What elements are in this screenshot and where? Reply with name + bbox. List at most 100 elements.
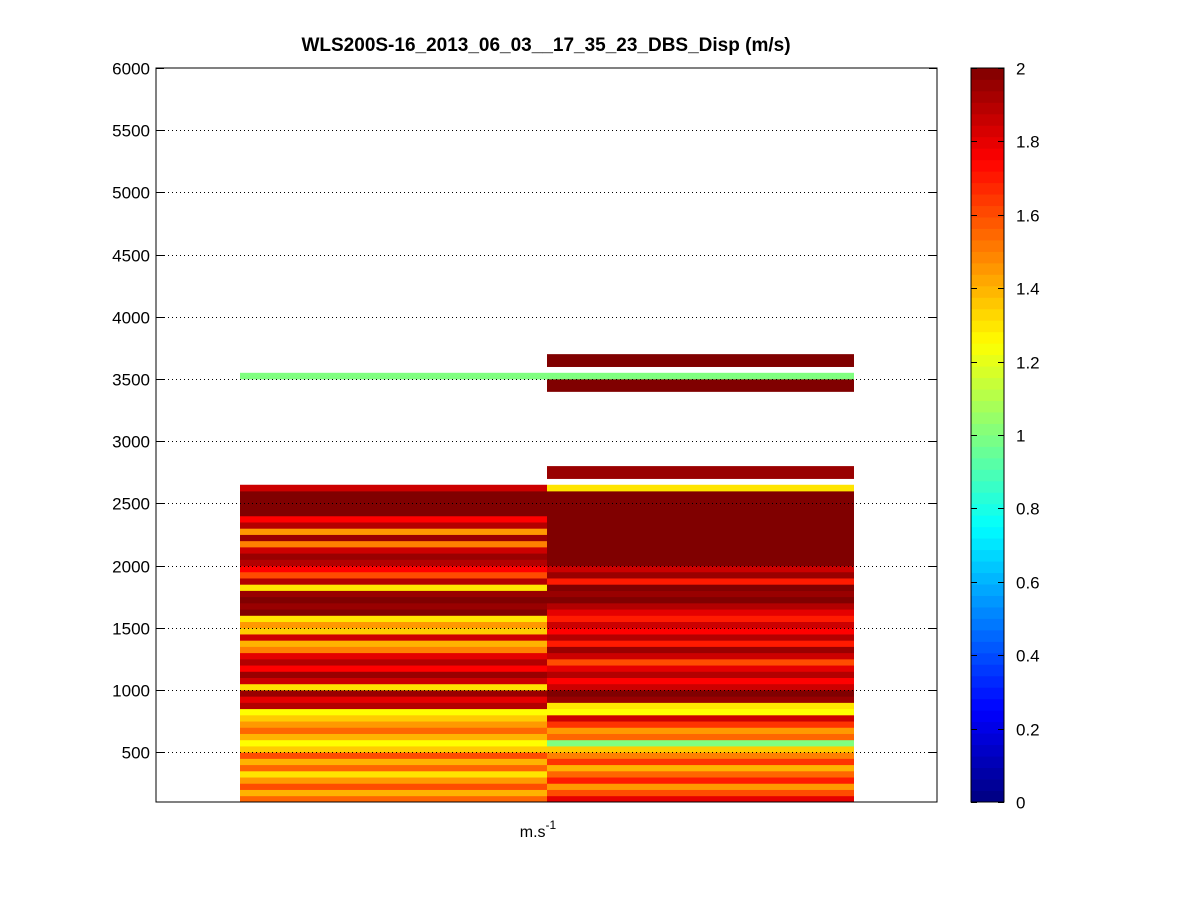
- y-tick-label: 5000: [112, 184, 150, 203]
- colorbar-swatch: [971, 125, 1004, 138]
- colorbar-swatch: [971, 526, 1004, 539]
- colorbar-tick-label: 1.6: [1016, 207, 1040, 226]
- colorbar-tick-label: 0: [1016, 794, 1025, 813]
- heatmap-cell: [240, 714, 547, 722]
- heatmap-cell: [240, 702, 547, 710]
- heatmap-cell: [547, 596, 854, 604]
- colorbar-swatch: [971, 297, 1004, 310]
- y-axis: 500 1000 1500 2000 2500 3000 3500 4000 4500 5000 5…: [112, 60, 937, 763]
- heatmap-cell: [547, 528, 854, 535]
- heatmap-cell: [547, 702, 854, 710]
- heatmap-cell: [240, 515, 547, 523]
- colorbar-swatch: [971, 664, 1004, 677]
- heatmap-cell: [547, 590, 854, 598]
- colorbar-swatch: [971, 721, 1004, 734]
- heatmap-cell: [547, 546, 854, 554]
- colorbar-swatch: [971, 744, 1004, 757]
- heatmap-cell: [547, 727, 854, 734]
- heatmap-cell: [547, 783, 854, 790]
- y-tick-label: 4500: [112, 247, 150, 266]
- heatmap-cell: [240, 553, 547, 560]
- colorbar-swatch: [971, 435, 1004, 447]
- colorbar-swatch: [971, 240, 1004, 252]
- colorbar-swatch: [971, 629, 1004, 642]
- colorbar-swatch: [971, 182, 1004, 195]
- heatmap-cell: [240, 559, 547, 567]
- heatmap-cell: [547, 522, 854, 529]
- heatmap-cell: [547, 739, 854, 747]
- colorbar-swatch: [971, 400, 1004, 413]
- heatmap-cell: [240, 596, 547, 604]
- heatmap-cell: [547, 615, 854, 623]
- heatmap-cell: [240, 758, 547, 766]
- heatmap-cell: [547, 571, 854, 579]
- heatmap-cell: [547, 646, 854, 654]
- colorbar-swatch: [971, 457, 1004, 470]
- heatmap-cell: [240, 509, 547, 517]
- heatmap-cell: [240, 578, 547, 585]
- colorbar-swatch: [971, 102, 1004, 115]
- colorbar-swatch: [971, 515, 1004, 528]
- heatmap-cell: [547, 721, 854, 728]
- heatmap-cell: [547, 372, 854, 380]
- colorbar-swatch: [971, 710, 1004, 723]
- heatmap-cell: [240, 671, 547, 678]
- colorbar-swatch: [971, 779, 1004, 791]
- heatmap-cell: [547, 540, 854, 548]
- y-tick-label: 1000: [112, 682, 150, 701]
- y-tick-label: 1500: [112, 620, 150, 639]
- heatmap-cell: [240, 783, 547, 790]
- colorbar-swatch: [971, 618, 1004, 631]
- heatmap-cell: [547, 714, 854, 722]
- heatmap-cell: [240, 677, 547, 685]
- heatmap-cell: [240, 372, 547, 380]
- colorbar-swatch: [971, 595, 1004, 608]
- colorbar-swatch: [971, 148, 1004, 161]
- y-tick-label: 3000: [112, 433, 150, 452]
- colorbar-tick-label: 2: [1016, 60, 1025, 79]
- heatmap-cell: [547, 764, 854, 772]
- heatmap-cell: [240, 540, 547, 548]
- heatmap-cell: [240, 571, 547, 579]
- colorbar-swatch: [971, 733, 1004, 746]
- colorbar-swatch: [971, 549, 1004, 562]
- colorbar-swatch: [971, 423, 1004, 436]
- heatmap-cell: [547, 770, 854, 778]
- colorbar-swatch: [971, 607, 1004, 619]
- heatmap-cell: [240, 733, 547, 741]
- colorbar-swatch: [971, 469, 1004, 482]
- heatmap-cell: [547, 696, 854, 703]
- chart-title: WLS200S-16_2013_06_03__17_35_23_DBS_Disp…: [301, 35, 790, 56]
- colorbar-swatch: [971, 136, 1004, 149]
- colorbar-swatch: [971, 584, 1004, 596]
- y-tick-label: 2000: [112, 558, 150, 577]
- heatmap-cell: [240, 634, 547, 641]
- colorbar-swatch: [971, 274, 1004, 287]
- colorbar-swatch: [971, 285, 1004, 298]
- colorbar-swatch: [971, 171, 1004, 184]
- colorbar-tick-label: 1.8: [1016, 133, 1040, 152]
- heatmap-cell: [240, 503, 547, 511]
- heatmap-cell: [240, 696, 547, 703]
- colorbar-swatch: [971, 687, 1004, 700]
- heatmap-cell: [547, 677, 854, 685]
- heatmap-cell: [240, 777, 547, 784]
- heatmap-cell: [547, 466, 854, 473]
- heatmap-cell: [240, 690, 547, 697]
- heatmap-cell: [240, 621, 547, 629]
- heatmap-cell: [547, 354, 854, 361]
- colorbar-swatch: [971, 308, 1004, 321]
- heatmap-cell: [240, 528, 547, 535]
- heatmap-cell: [240, 739, 547, 747]
- colorbar-swatch: [971, 446, 1004, 459]
- heatmap-cell: [547, 627, 854, 635]
- heatmap-cell: [547, 515, 854, 523]
- y-tick-label: 2500: [112, 495, 150, 514]
- colorbar-swatch: [971, 641, 1004, 654]
- heatmap-cell: [240, 795, 547, 803]
- heatmap-cell: [240, 602, 547, 610]
- heatmap-cell: [547, 789, 854, 797]
- heatmap-cell: [547, 733, 854, 741]
- colorbar-swatch: [971, 79, 1004, 92]
